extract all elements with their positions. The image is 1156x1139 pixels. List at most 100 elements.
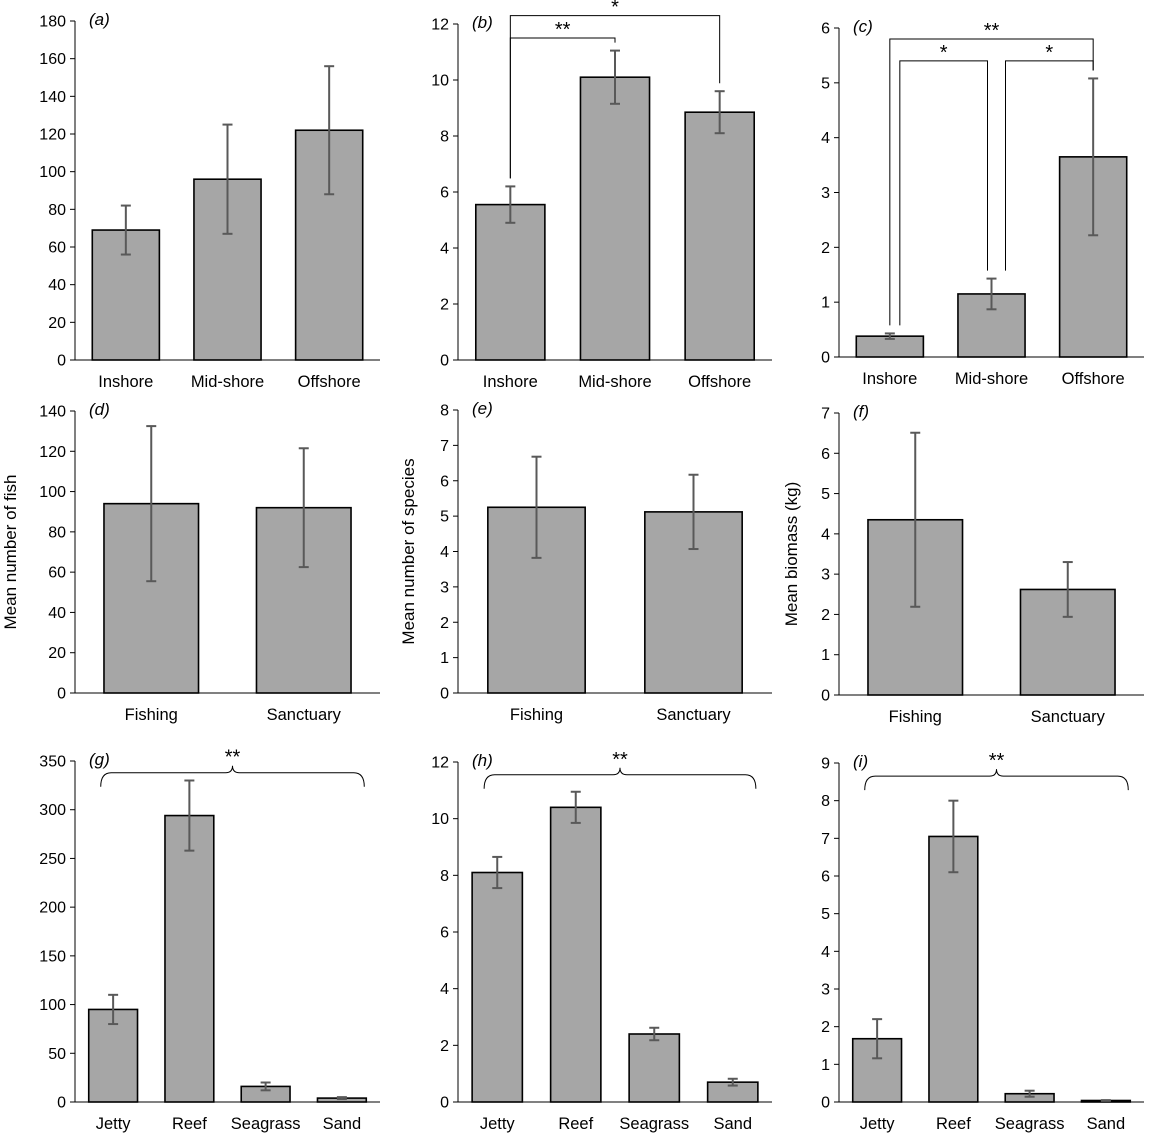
bar-seagrass [628, 1033, 681, 1103]
y-tick-label: 3 [821, 982, 830, 999]
significance-brace [100, 765, 365, 787]
y-tick-label: 0 [821, 350, 830, 367]
significance-brace [483, 767, 757, 789]
y-tick-label: 2 [821, 1019, 830, 1036]
significance-bracket [899, 60, 988, 326]
y-tick-label: 100 [39, 164, 66, 181]
y-tick-label: 120 [39, 127, 66, 144]
y-tick-label: 250 [39, 851, 66, 868]
panel-label: (d) [89, 400, 110, 419]
panel-h: 0 2 4 6 8 10 12 Jetty Reef Seagrass Sand (h) ** [431, 749, 772, 1133]
significance-label: ** [989, 750, 1005, 772]
y-tick-label: 4 [440, 981, 449, 998]
y-tick-label: 6 [440, 185, 449, 202]
y-tick-label: 4 [440, 544, 449, 561]
y-tick-label: 7 [821, 831, 830, 848]
category-label: Mid-shore [578, 373, 651, 391]
category-label: Sand [713, 1115, 752, 1133]
y-tick-label: 80 [48, 524, 66, 541]
y-tick-label: 2 [440, 1038, 449, 1055]
y-tick-label: 3 [821, 567, 830, 584]
panel-d: 0 20 40 60 80 100 120 140 Fishing Sanctuary (d) Mea… [1, 400, 380, 724]
y-tick-label: 4 [821, 944, 830, 961]
y-tick-label: 80 [48, 202, 66, 219]
y-tick-label: 6 [821, 869, 830, 886]
bar-jetty [471, 871, 524, 1103]
y-tick-label: 0 [440, 686, 449, 703]
y-tick-label: 40 [48, 605, 66, 622]
category-label: Reef [172, 1115, 207, 1133]
significance-label: ** [555, 19, 571, 41]
bar-mid-shore [579, 76, 651, 361]
y-tick-label: 1 [821, 295, 830, 312]
panel-g: 0 50 100 150 200 250 300 350 Jetty Reef Seagrass Sa… [39, 747, 380, 1133]
y-axis-title: Mean number of species [399, 458, 418, 644]
y-tick-label: 0 [57, 686, 66, 703]
significance-bracket [1005, 60, 1094, 271]
bar-reef [549, 806, 602, 1103]
significance-label: * [1045, 42, 1053, 64]
y-tick-label: 2 [821, 607, 830, 624]
category-label: Inshore [483, 373, 538, 391]
category-label: Seagrass [619, 1115, 689, 1133]
y-tick-label: 140 [39, 89, 66, 106]
significance-label: ** [984, 20, 1000, 42]
panel-label: (b) [472, 13, 493, 32]
category-label: Sanctuary [656, 706, 731, 724]
bar-offshore [684, 111, 756, 361]
y-tick-label: 0 [57, 1095, 66, 1112]
y-tick-label: 6 [821, 21, 830, 38]
y-tick-label: 5 [440, 509, 449, 526]
category-label: Offshore [1062, 370, 1125, 388]
y-tick-label: 6 [440, 473, 449, 490]
y-tick-label: 0 [57, 353, 66, 370]
y-tick-label: 140 [39, 404, 66, 421]
y-tick-label: 10 [431, 811, 449, 828]
panel-label: (g) [89, 750, 110, 769]
y-tick-label: 8 [440, 129, 449, 146]
panel-label: (c) [853, 17, 873, 36]
y-tick-label: 9 [821, 756, 830, 773]
significance-label: ** [612, 749, 628, 771]
y-tick-label: 4 [821, 526, 830, 543]
y-tick-label: 3 [821, 185, 830, 202]
y-tick-label: 5 [821, 486, 830, 503]
bar-inshore [474, 203, 546, 361]
panel-i: 0 1 2 3 4 5 6 7 8 9 Jetty Reef Seagrass Sand (i) ** [821, 750, 1144, 1133]
y-tick-label: 60 [48, 240, 66, 257]
y-tick-label: 100 [39, 997, 66, 1014]
category-label: Seagrass [995, 1115, 1065, 1133]
y-tick-label: 20 [48, 645, 66, 662]
significance-brace [864, 769, 1129, 791]
panel-e: 0 1 2 3 4 5 6 7 8 Fishing Sanctuary (e) Mean number … [399, 399, 772, 724]
y-tick-label: 7 [821, 406, 830, 423]
panel-label: (a) [89, 10, 110, 29]
significance-bracket [889, 38, 1094, 326]
y-tick-label: 2 [821, 240, 830, 257]
category-label: Reef [936, 1115, 971, 1133]
y-axis-title: Mean number of fish [1, 475, 20, 630]
y-tick-label: 8 [440, 868, 449, 885]
y-tick-label: 40 [48, 277, 66, 294]
bar-jetty [87, 1008, 139, 1103]
panel-f: 0 1 2 3 4 5 6 7 Fishing Sanctuary (f) Mean biomass … [782, 402, 1144, 726]
y-tick-label: 1 [821, 647, 830, 664]
category-label: Inshore [98, 373, 153, 391]
panel-label: (f) [853, 402, 869, 421]
category-label: Jetty [480, 1115, 516, 1133]
significance-bracket [509, 15, 721, 179]
category-label: Fishing [889, 708, 942, 726]
category-label: Reef [558, 1115, 593, 1133]
y-tick-label: 6 [440, 925, 449, 942]
y-tick-label: 12 [431, 17, 449, 34]
y-tick-label: 100 [39, 484, 66, 501]
y-tick-label: 150 [39, 948, 66, 965]
category-label: Offshore [298, 373, 361, 391]
y-tick-label: 0 [440, 1095, 449, 1112]
significance-label: ** [225, 747, 241, 769]
bar-reef [164, 814, 215, 1103]
significance-label: * [611, 0, 619, 19]
